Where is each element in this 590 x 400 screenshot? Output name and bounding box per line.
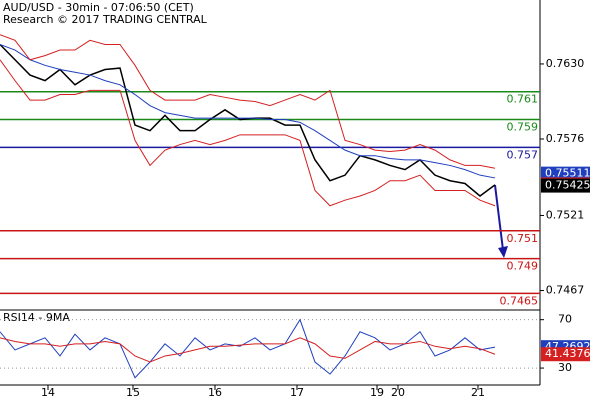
y-tick-label: 0.7630	[546, 57, 585, 70]
forecast-arrow	[494, 184, 504, 251]
series-line	[0, 43, 496, 197]
x-tick-label: 19	[370, 386, 384, 399]
price-tag-label: 0.75425	[545, 179, 590, 192]
x-tick-label: 14	[41, 386, 55, 399]
level-label: 0.751	[507, 232, 539, 245]
price-tag	[541, 178, 590, 193]
level-label: 0.759	[507, 121, 539, 134]
series-line	[0, 337, 496, 363]
level-label: 0.757	[507, 148, 539, 161]
x-tick-label: 20	[391, 386, 405, 399]
y-tick-label: 0.7521	[546, 208, 585, 221]
panel-title: RSI14 - 9MA	[3, 311, 70, 324]
price-tag	[541, 347, 590, 362]
x-tick-label: 16	[208, 386, 222, 399]
series-line	[0, 34, 496, 169]
series-line	[0, 59, 496, 207]
x-tick-label: 15	[126, 386, 140, 399]
level-label: 0.7465	[500, 294, 539, 307]
level-label: 0.761	[507, 93, 539, 106]
series-line	[0, 44, 496, 179]
level-label: 0.749	[507, 260, 539, 273]
y-tick-label: 70	[558, 313, 572, 326]
chart-subtitle: Research © 2017 TRADING CENTRAL	[3, 13, 208, 26]
x-tick-label: 17	[290, 386, 304, 399]
series-line	[0, 318, 496, 379]
forecast-arrowhead	[498, 246, 508, 258]
chart-title: AUD/USD - 30min - 07:06:50 (CET)	[3, 1, 194, 14]
price-tag-label: 41.4376	[545, 347, 590, 360]
y-tick-label: 30	[558, 361, 572, 374]
price-tag-label: 0.75511	[545, 167, 590, 180]
price-tag	[541, 166, 590, 181]
y-tick-label: 0.7576	[546, 132, 585, 145]
y-tick-label: 0.7467	[546, 284, 585, 297]
x-tick-label: 21	[471, 386, 485, 399]
